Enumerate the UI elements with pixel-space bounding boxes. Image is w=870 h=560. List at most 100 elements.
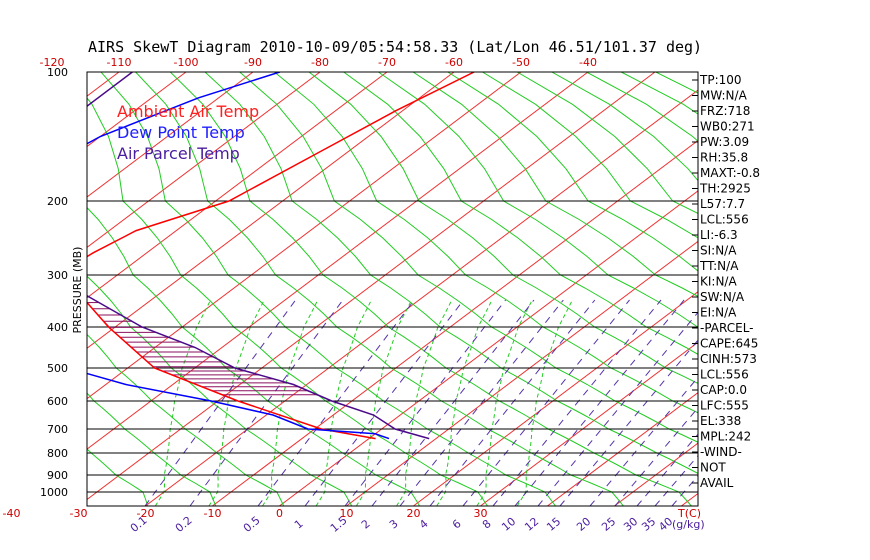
bottom-temp-tick-label: 30 [474,507,488,520]
mixing-ratio-line [257,299,415,506]
stat-line: LCL:556 [700,368,749,382]
stat-line: EL:338 [700,414,741,428]
mixing-ratio-tick-label: 0.5 [241,514,263,535]
isotherm [87,72,656,501]
stat-line: LCL:556 [700,213,749,227]
stat-line: LFC:555 [700,399,749,413]
dry-adiabat [0,72,80,506]
mixing-ratio-tick-label: 6 [450,517,464,531]
stat-line: CINH:573 [700,352,757,366]
stat-line: CAP:0.0 [700,383,747,397]
isotherm [346,240,698,506]
mixing-ratio-tick-label: 25 [599,515,618,534]
mixing-ratio-line [344,299,506,506]
isotherm [87,72,120,97]
isotherm [547,392,698,506]
stat-line: TH:2925 [699,182,751,196]
mixing-ratio-line [304,299,464,506]
mixing-ratio-line [614,407,698,506]
top-temp-tick-label: -120 [40,56,65,69]
mixing-ratio-tick-label: 15 [544,515,563,534]
pressure-tick-label: 300 [47,269,68,282]
stat-line: MW:N/A [700,89,748,103]
dry-adiabat [87,275,353,506]
top-temp-tick-label: -40 [579,56,597,69]
legend-entry: Dew Point Temp [117,123,245,142]
mixing-ratio-line [559,339,698,506]
isotherm [212,139,698,506]
mixing-ratio-line [462,299,630,506]
pressure-tick-label: 100 [47,66,68,79]
pressure-tick-label: 700 [47,423,68,436]
top-temp-tick-label: -50 [512,56,530,69]
mixing-ratio-tick-label: 10 [499,515,518,534]
stat-line: KI:N/A [700,275,737,289]
profile-series [87,72,475,440]
bottom-temp-tick-label: -20 [137,507,155,520]
stat-line: SW:N/A [700,290,745,304]
series-dew-point-temp [87,72,390,440]
bottom-temp-tick-label: -30 [70,507,88,520]
mixing-ratio-line [492,299,662,506]
mixing-ratio-line [589,376,698,506]
stat-line: RH:35.8 [700,151,748,165]
pressure-axis: 100 200 300 400 500 600 700 800 900 1000 [40,66,68,499]
top-temp-axis: -120 -110 -100 -90 -80 -70 -60 -50 -40 [40,56,597,69]
dry-adiabat [87,392,217,506]
dry-adiabat [239,72,698,443]
mixing-ratio-line [671,474,698,506]
pressure-tick-label: 500 [47,362,68,375]
stat-line: EI:N/A [700,306,737,320]
dry-adiabat [100,72,556,506]
dry-adiabat [343,72,698,355]
isotherm [87,72,388,299]
pressure-tick-label: 200 [47,195,68,208]
isotherm [87,72,254,198]
mixing-ratio-tick-label: 2 [359,517,373,531]
top-temp-tick-label: -110 [107,56,132,69]
pressure-tick-label: 800 [47,447,68,460]
isotherm [87,72,522,400]
stat-line: AVAIL [700,476,734,490]
stat-line: NOT [700,461,726,475]
isotherm [0,72,52,506]
dry-adiabat [378,72,698,328]
dry-adiabat [655,72,698,94]
isobars [87,200,698,493]
mixing-ratio-line [514,299,685,506]
pressure-tick-label: 1000 [40,486,68,499]
isotherm [413,291,698,506]
series-ambient-air-temp [87,72,475,440]
mixing-ratio-tick-label: 8 [480,517,494,531]
dry-adiabat [482,72,698,239]
mixing-ratio-tick-label: 0.2 [173,514,195,535]
dry-adiabat [87,97,488,506]
top-temp-tick-label: -60 [445,56,463,69]
legend-entry: Ambient Air Temp [117,102,259,121]
mixing-ratio-tick-label: 30 [621,515,640,534]
isotherm [480,341,698,506]
mixing-ratio-unit-label: (g/kg) [672,518,705,531]
stat-line: -WIND- [700,445,742,459]
dry-adiabat [87,333,285,506]
stat-line: -PARCEL- [700,321,754,335]
dry-adiabat [412,72,698,297]
isotherm [87,72,455,349]
pressure-tick-label: 400 [47,321,68,334]
stat-line: PW:3.09 [700,135,749,149]
dry-adiabat [87,206,421,506]
y-axis-label: PRESSURE (MB) [71,247,84,334]
isotherm [145,89,698,506]
stat-line: LI:-6.3 [700,228,738,242]
stat-line: L57:7.7 [700,197,745,211]
mixing-ratio-line [636,433,698,506]
dry-adiabat [135,72,624,506]
top-temp-tick-label: -100 [174,56,199,69]
mixing-ratio-line [399,299,564,506]
bottom-temp-tick-label: 10 [340,507,354,520]
stat-line: WB0:271 [700,120,755,134]
isotherm [87,72,187,148]
temp-unit-label: T(C) [677,507,701,520]
